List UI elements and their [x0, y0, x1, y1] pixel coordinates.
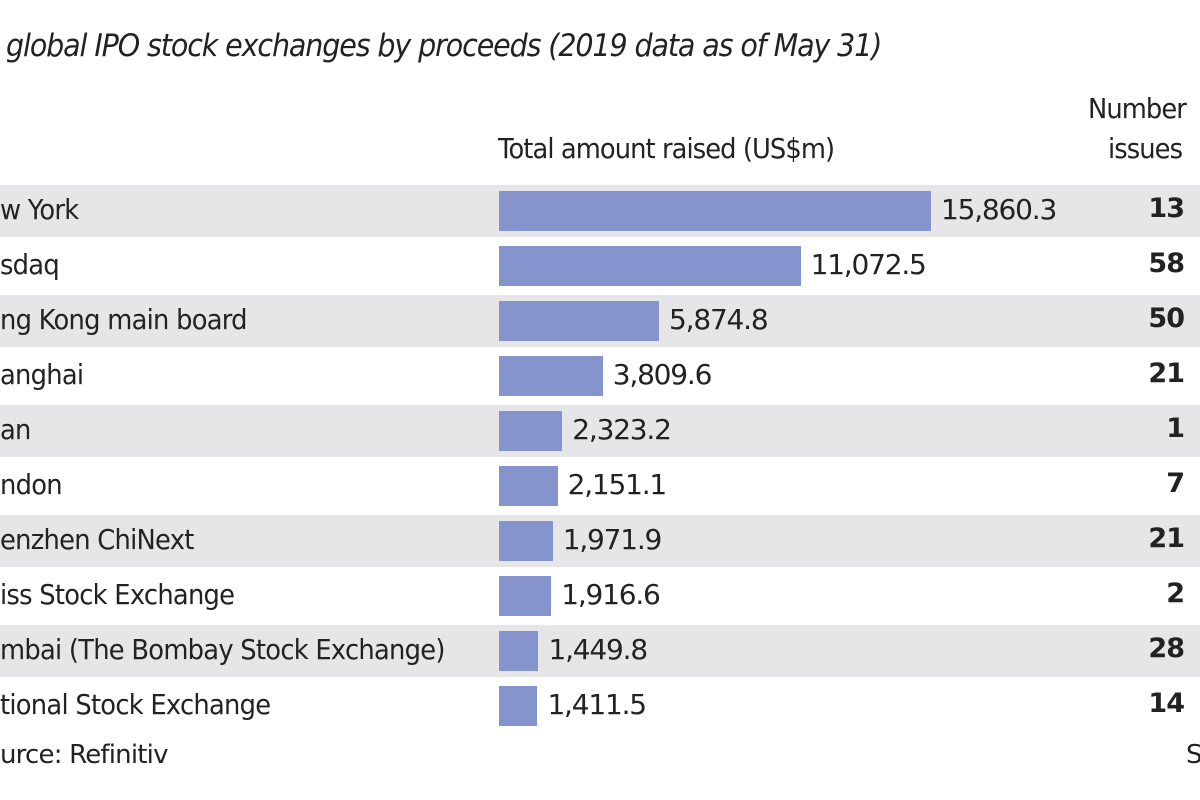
bar: [499, 356, 603, 396]
chart-title: global IPO stock exchanges by proceeds (…: [6, 28, 882, 64]
value-label: 1,971.9: [562, 523, 663, 556]
category-label: sdaq: [0, 248, 60, 281]
count-header-line2: issues: [1108, 132, 1183, 165]
table-row: enzhen ChiNext 1,971.9 21: [0, 515, 1200, 567]
category-label: anghai: [0, 358, 84, 391]
bar: [499, 521, 553, 561]
issues-count: 21: [1148, 523, 1185, 554]
count-header-line1: Number: [1088, 92, 1187, 125]
table-row: ndon 2,151.1 7: [0, 460, 1200, 512]
value-label: 11,072.5: [810, 248, 927, 281]
table-row: an 2,323.2 1: [0, 405, 1200, 457]
issues-count: 1: [1166, 413, 1185, 444]
category-label: ndon: [0, 468, 63, 501]
value-header: Total amount raised (US$m): [498, 132, 835, 165]
table-row: mbai (The Bombay Stock Exchange) 1,449.8 2…: [0, 625, 1200, 677]
category-label: mbai (The Bombay Stock Exchange): [0, 633, 445, 666]
category-label: enzhen ChiNext: [0, 523, 194, 556]
issues-count: 2: [1166, 578, 1185, 609]
issues-count: 7: [1166, 468, 1185, 499]
value-label: 1,449.8: [548, 633, 648, 666]
issues-count: 28: [1148, 633, 1185, 664]
value-label: 1,411.5: [547, 688, 647, 721]
issues-count: 50: [1148, 303, 1185, 334]
category-label: tional Stock Exchange: [0, 688, 271, 721]
bar: [499, 246, 801, 286]
issues-count: 21: [1148, 358, 1185, 389]
table-row: tional Stock Exchange 1,411.5 14: [0, 680, 1200, 732]
bar: [499, 411, 563, 451]
table-row: w York 15,860.3 13: [0, 185, 1200, 237]
table-row: ng Kong main board 5,874.8 50: [0, 295, 1200, 347]
table-row: anghai 3,809.6 21: [0, 350, 1200, 402]
bar: [499, 576, 552, 616]
issues-count: 58: [1148, 248, 1185, 279]
value-label: 3,809.6: [612, 358, 713, 391]
category-label: w York: [0, 193, 79, 226]
value-label: 2,323.2: [572, 413, 672, 446]
table-row: iss Stock Exchange 1,916.6 2: [0, 570, 1200, 622]
credit-note: S: [1186, 740, 1200, 770]
value-label: 2,151.1: [567, 468, 668, 501]
value-label: 5,874.8: [669, 303, 769, 336]
issues-count: 14: [1148, 688, 1185, 719]
category-label: iss Stock Exchange: [0, 578, 235, 611]
value-label: 15,860.3: [941, 193, 1057, 226]
bar: [499, 631, 539, 671]
value-label: 1,916.6: [561, 578, 661, 611]
source-note: urce: Refinitiv: [0, 740, 169, 770]
bar: [499, 301, 660, 341]
bar: [499, 191, 931, 231]
table-row: sdaq 11,072.5 58: [0, 240, 1200, 292]
issues-count: 13: [1148, 193, 1185, 224]
bar: [499, 686, 538, 726]
bar: [499, 466, 558, 506]
category-label: an: [0, 413, 31, 446]
category-label: ng Kong main board: [0, 303, 248, 336]
